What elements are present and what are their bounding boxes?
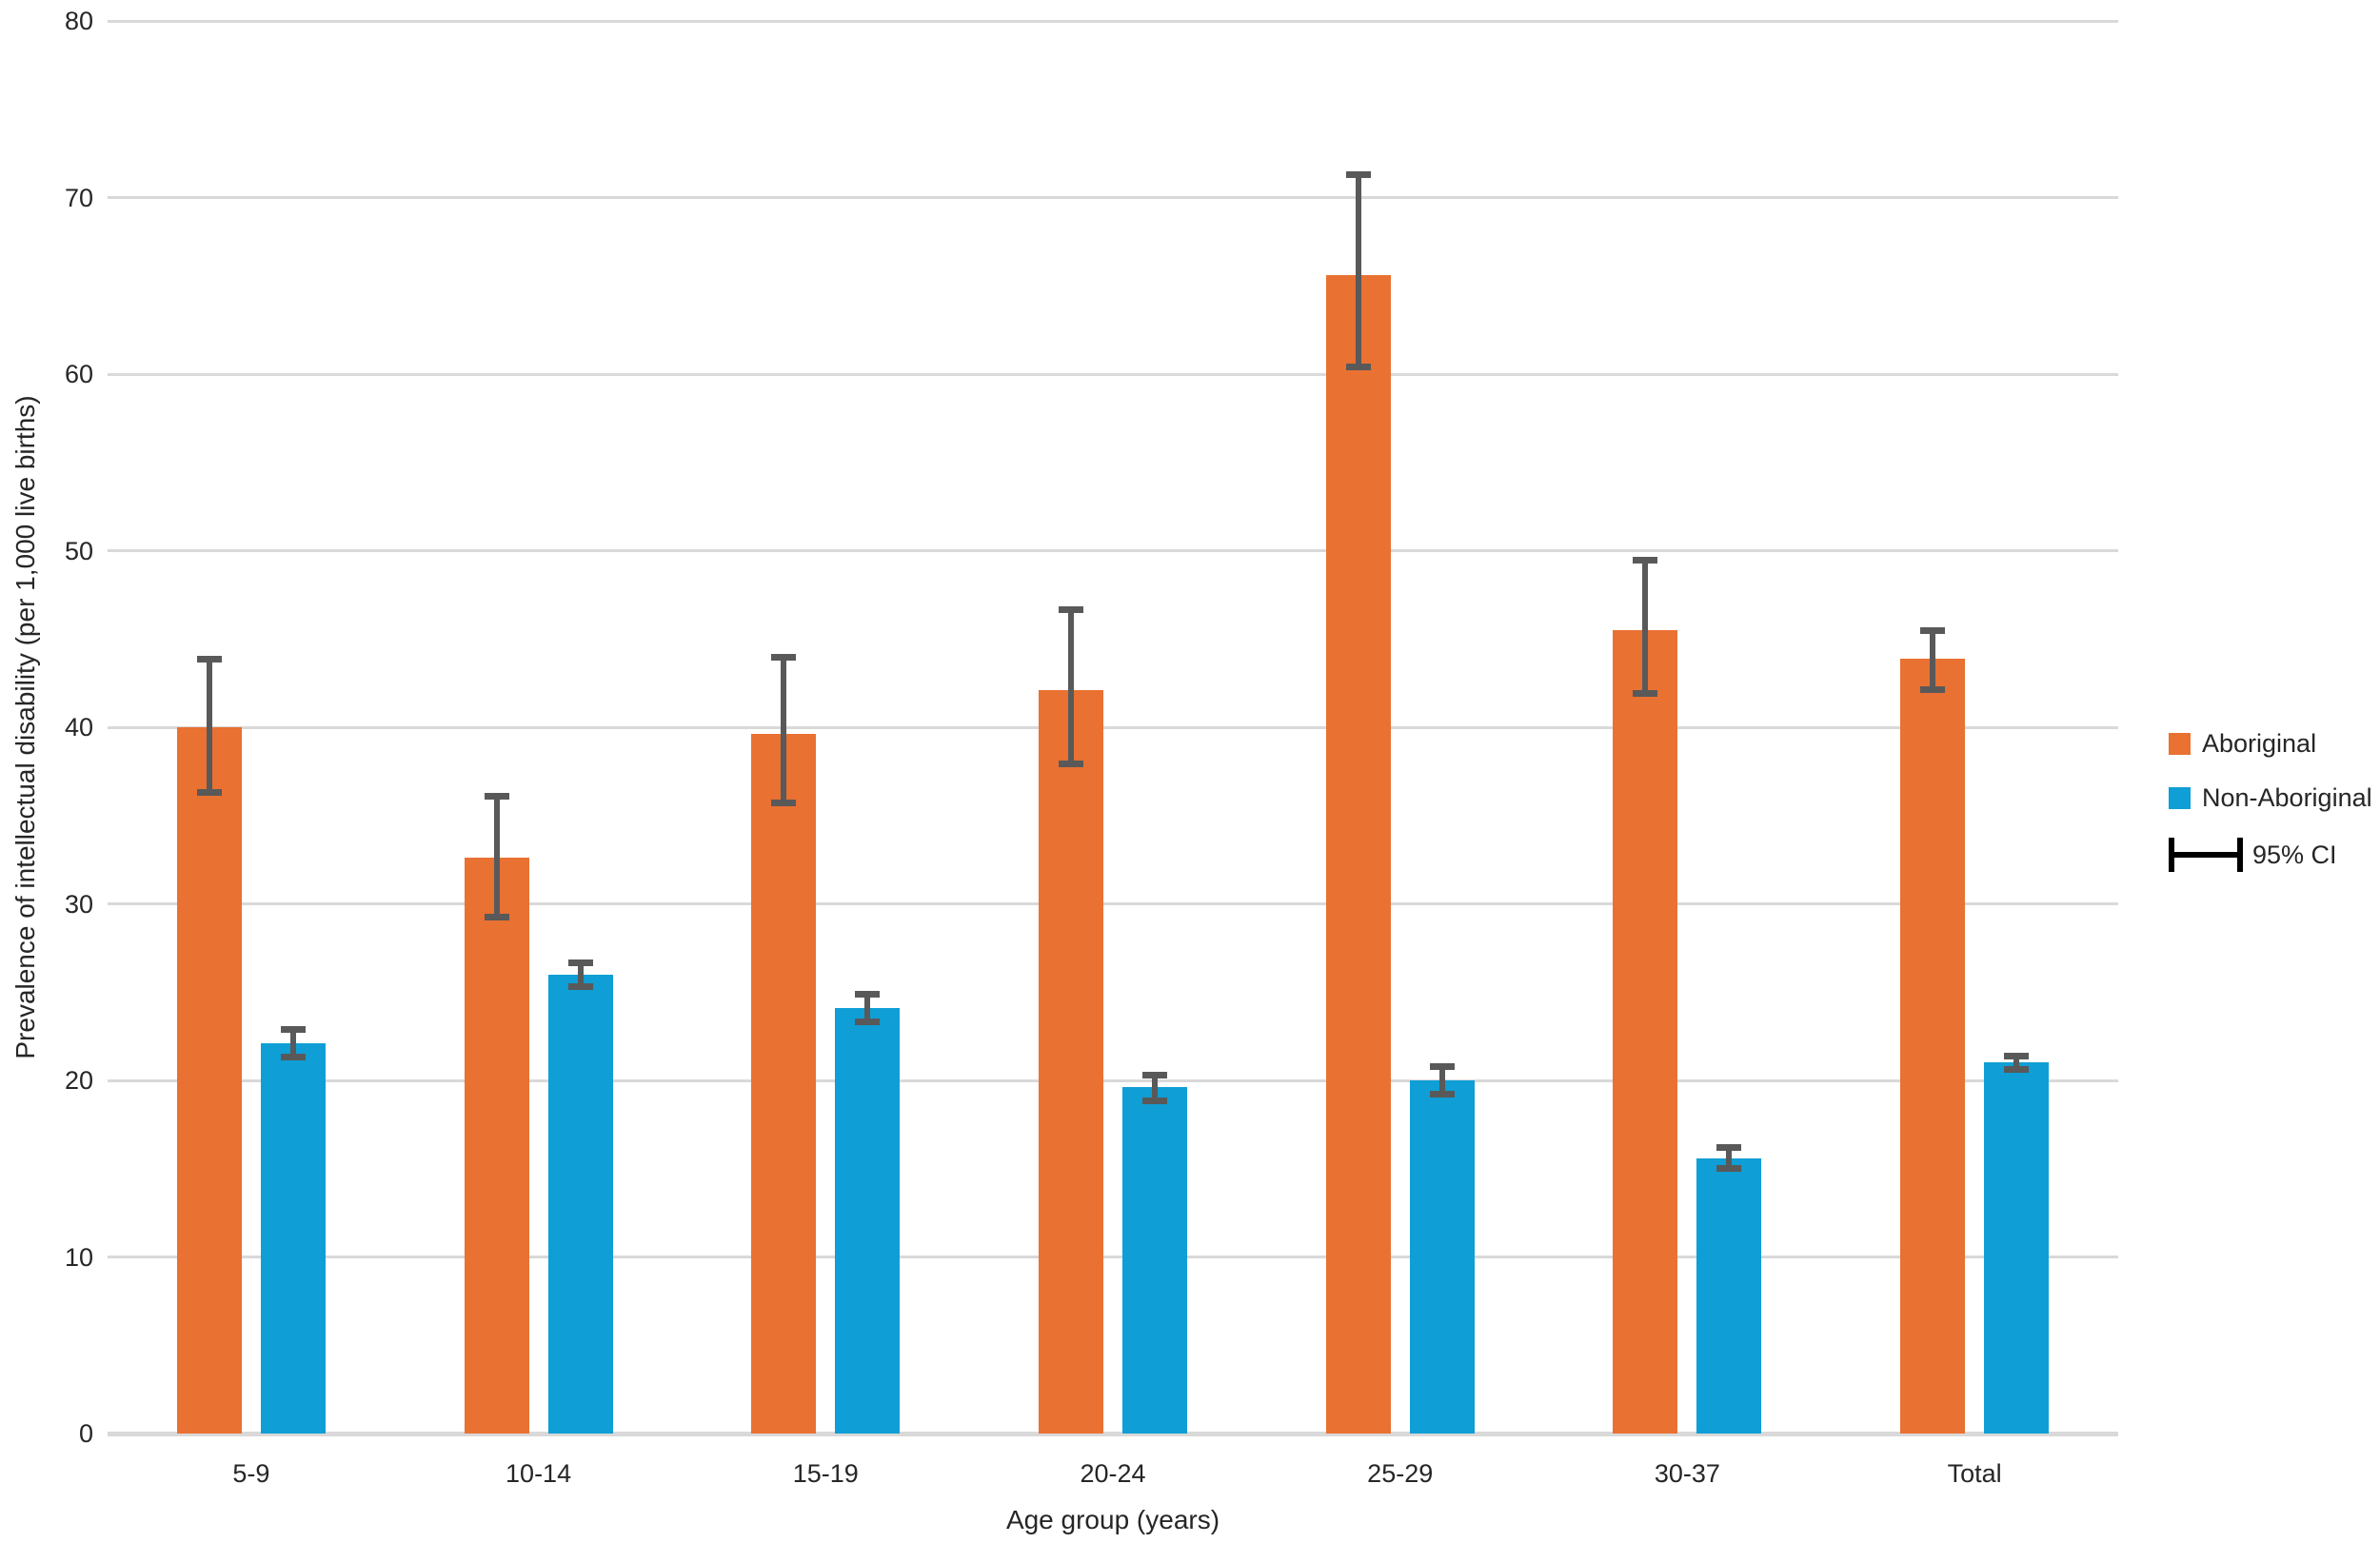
error-bar-cap-bottom — [1059, 760, 1083, 767]
legend-item-aboriginal: Aboriginal — [2169, 729, 2372, 759]
y-tick-label-50: 50 — [64, 536, 93, 565]
error-bar-cap-bottom — [855, 1018, 881, 1025]
gridline-50 — [108, 549, 2118, 552]
legend-label-ci: 95% CI — [2252, 840, 2337, 869]
error-bar-non-aboriginal-30-37 — [1726, 1147, 1733, 1169]
error-bar-non-aboriginal-25-29 — [1438, 1066, 1445, 1095]
error-bar-cap-bottom — [1920, 686, 1946, 694]
bar-aboriginal-15-19 — [751, 734, 817, 1434]
gridline-20 — [108, 1078, 2118, 1082]
error-bar-non-aboriginal-20-24 — [1152, 1075, 1158, 1102]
x-axis-title: Age group (years) — [1005, 1505, 1220, 1534]
y-tick-label-80: 80 — [64, 7, 93, 35]
gridline-80 — [108, 19, 2118, 23]
error-bar-cap-bottom — [484, 914, 509, 921]
y-tick-label-60: 60 — [64, 360, 93, 388]
error-bar-cap-top — [771, 653, 797, 661]
error-bar-aboriginal-10-14 — [493, 796, 500, 919]
bar-aboriginal-20-24 — [1039, 690, 1103, 1434]
bar-aboriginal-5-9 — [176, 727, 242, 1434]
x-tick-label-5-9: 5-9 — [232, 1459, 270, 1488]
error-bar-aboriginal-15-19 — [781, 656, 787, 803]
bar-non-aboriginal-25-29 — [1409, 1080, 1475, 1434]
y-tick-label-30: 30 — [64, 889, 93, 919]
y-tick-label-70: 70 — [64, 183, 93, 212]
error-bar-cap-bottom — [1345, 363, 1371, 370]
y-tick-label-20: 20 — [64, 1066, 93, 1095]
legend-item-ci: 95% CI — [2169, 838, 2372, 872]
error-bar-non-aboriginal-5-9 — [289, 1029, 296, 1058]
error-bar-cap-top — [567, 959, 593, 966]
y-tick-label-40: 40 — [64, 713, 93, 742]
legend-label-aboriginal: Aboriginal — [2202, 729, 2317, 758]
x-tick-label-30-37: 30-37 — [1654, 1459, 1720, 1488]
error-bar-aboriginal-total — [1930, 629, 1936, 691]
error-bar-cap-top — [196, 655, 222, 663]
y-tick-label-10: 10 — [64, 1242, 93, 1272]
error-bar-cap-top — [1716, 1144, 1742, 1152]
gridline-30 — [108, 902, 2118, 905]
error-bar-cap-bottom — [1633, 689, 1658, 697]
plot-area — [108, 19, 2118, 1436]
error-bar-non-aboriginal-total — [2013, 1056, 2020, 1070]
legend-item-non-aboriginal: Non-Aboriginal — [2169, 783, 2372, 813]
bar-non-aboriginal-15-19 — [835, 1007, 901, 1434]
error-bar-non-aboriginal-15-19 — [864, 994, 871, 1022]
x-tick-label-25-29: 25-29 — [1367, 1459, 1434, 1488]
error-bar-cap-top — [1429, 1063, 1455, 1071]
error-bar-aboriginal-25-29 — [1355, 174, 1361, 367]
error-bar-cap-top — [1633, 556, 1658, 564]
legend-label-non-aboriginal: Non-Aboriginal — [2202, 783, 2372, 812]
error-bar-aboriginal-5-9 — [206, 658, 212, 793]
non-aboriginal-series-swatch — [2169, 787, 2191, 809]
error-bar-cap-bottom — [771, 799, 797, 806]
error-bar-aboriginal-30-37 — [1642, 559, 1649, 694]
error-bar-cap-top — [855, 991, 881, 999]
x-tick-label-total: Total — [1947, 1459, 2002, 1488]
error-bar-cap-bottom — [196, 788, 222, 796]
x-tick-label-10-14: 10-14 — [506, 1459, 572, 1488]
bar-aboriginal-30-37 — [1613, 629, 1678, 1434]
ci-errorbar-icon — [2169, 838, 2243, 872]
error-bar-cap-top — [1345, 171, 1371, 179]
error-bar-cap-top — [2004, 1053, 2030, 1060]
error-bar-cap-top — [280, 1026, 306, 1034]
error-bar-cap-bottom — [1716, 1164, 1742, 1172]
bar-non-aboriginal-total — [1984, 1062, 2050, 1434]
gridline-40 — [108, 725, 2118, 729]
gridline-0 — [108, 1432, 2118, 1436]
bar-non-aboriginal-20-24 — [1122, 1087, 1187, 1434]
aboriginal-series-swatch — [2169, 733, 2191, 755]
gridline-60 — [108, 372, 2118, 376]
x-tick-label-15-19: 15-19 — [792, 1459, 859, 1488]
legend: Aboriginal Non-Aboriginal 95% CI — [2169, 729, 2372, 872]
error-bar-cap-bottom — [1142, 1098, 1167, 1105]
error-bar-aboriginal-20-24 — [1068, 608, 1074, 764]
bar-non-aboriginal-10-14 — [547, 974, 613, 1434]
gridline-10 — [108, 1256, 2118, 1258]
bar-non-aboriginal-30-37 — [1696, 1157, 1762, 1434]
error-bar-non-aboriginal-10-14 — [577, 961, 584, 987]
y-tick-label-0: 0 — [78, 1419, 93, 1448]
error-bar-cap-top — [484, 793, 509, 801]
bar-non-aboriginal-5-9 — [260, 1043, 326, 1434]
error-bar-cap-bottom — [1429, 1090, 1455, 1098]
error-bar-cap-top — [1142, 1072, 1167, 1079]
bar-aboriginal-10-14 — [464, 858, 529, 1434]
bar-aboriginal-total — [1900, 658, 1966, 1434]
x-tick-label-20-24: 20-24 — [1080, 1459, 1146, 1488]
gridline-70 — [108, 196, 2118, 199]
error-bar-cap-top — [1920, 626, 1946, 634]
bar-aboriginal-25-29 — [1325, 275, 1391, 1434]
error-bar-cap-bottom — [280, 1053, 306, 1060]
error-bar-cap-top — [1059, 605, 1083, 613]
error-bar-cap-bottom — [2004, 1065, 2030, 1073]
error-bar-cap-bottom — [567, 982, 593, 990]
